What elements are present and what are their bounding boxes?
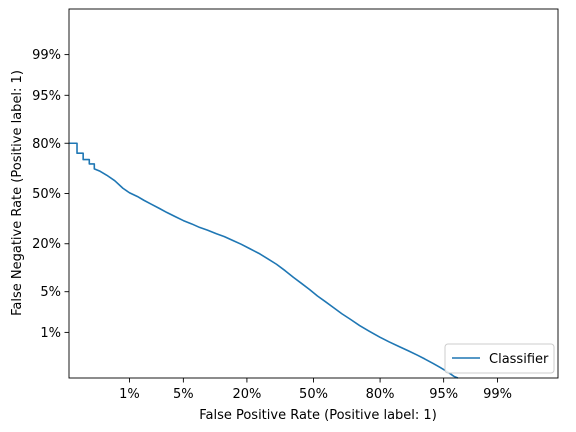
x-tick-label: 50% bbox=[299, 387, 328, 402]
legend-label-classifier: Classifier bbox=[489, 352, 549, 367]
x-tick-label: 5% bbox=[173, 387, 194, 402]
x-tick-label: 1% bbox=[119, 387, 140, 402]
legend-box bbox=[444, 343, 555, 374]
y-tick-label: 50% bbox=[32, 187, 61, 202]
y-tick-label: 5% bbox=[40, 285, 61, 300]
axes-background bbox=[69, 9, 558, 378]
y-axis-ticks: 1% 5% 20% 50% 80% 95% 99% bbox=[32, 48, 69, 341]
y-tick-label: 99% bbox=[32, 48, 61, 63]
y-tick-label: 95% bbox=[32, 89, 61, 104]
x-tick-label: 99% bbox=[483, 387, 512, 402]
x-tick-label: 20% bbox=[232, 387, 261, 402]
x-tick-label: 95% bbox=[429, 387, 458, 402]
series-line-classifier bbox=[69, 142, 459, 379]
y-axis-label: False Negative Rate (Positive label: 1) bbox=[10, 70, 25, 316]
y-tick-label: 1% bbox=[40, 326, 61, 341]
x-tick-label: 80% bbox=[366, 387, 395, 402]
plot-area bbox=[68, 8, 559, 379]
y-tick-label: 20% bbox=[32, 237, 61, 252]
y-tick-label: 80% bbox=[32, 137, 61, 152]
x-axis-ticks: 1% 5% 20% 50% 80% 95% 99% bbox=[119, 378, 512, 402]
legend: Classifier bbox=[444, 343, 555, 374]
x-axis-label: False Positive Rate (Positive label: 1) bbox=[199, 408, 437, 423]
